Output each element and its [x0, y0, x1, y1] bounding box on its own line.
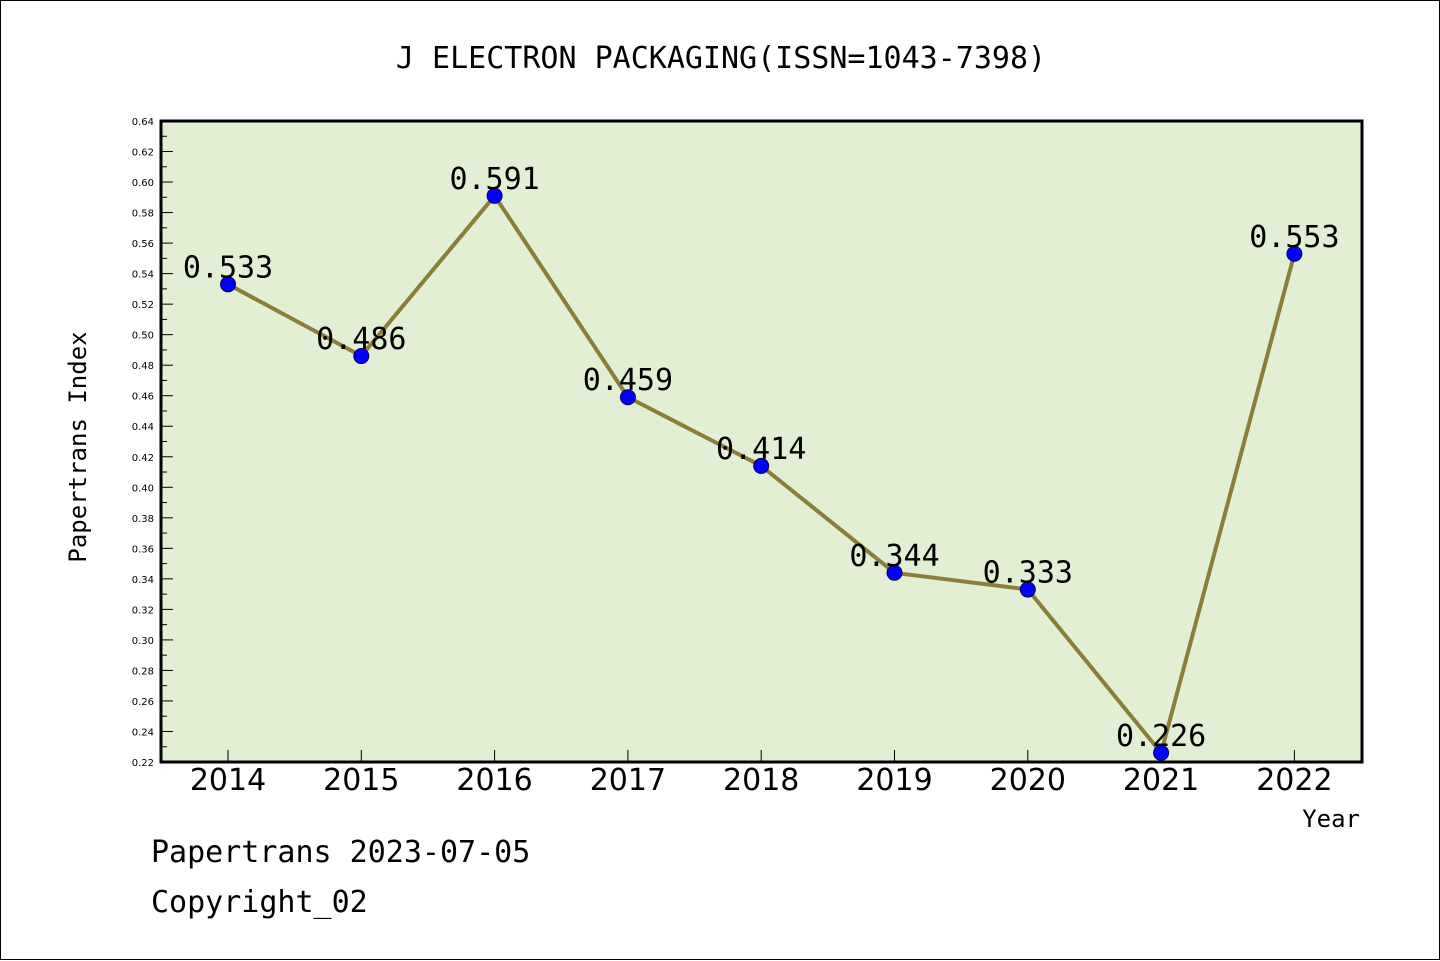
x-tick-label: 2015 — [323, 763, 399, 798]
y-tick-label: 0.52 — [132, 300, 154, 311]
y-tick-label: 0.26 — [132, 697, 154, 708]
x-tick-label: 2017 — [590, 763, 666, 798]
x-tick-label: 2018 — [723, 763, 799, 798]
y-tick-label: 0.44 — [132, 422, 154, 433]
plot-border — [159, 119, 1364, 764]
y-tick-label: 0.38 — [132, 514, 154, 525]
chart-title: J ELECTRON PACKAGING(ISSN=1043-7398) — [396, 41, 1046, 76]
y-tick-label: 0.62 — [132, 148, 154, 159]
y-tick-label: 0.34 — [132, 575, 154, 586]
y-tick-label: 0.28 — [132, 666, 154, 677]
y-tick-label: 0.42 — [132, 453, 154, 464]
series-group: 0.533 0.486 0.591 0.459 0.414 0.344 0.333 0.226… — [183, 162, 1340, 761]
data-label: 0.459 — [583, 363, 673, 398]
y-tick-label: 0.58 — [132, 209, 154, 220]
x-tick-label: 2016 — [456, 763, 532, 798]
data-point — [486, 187, 503, 204]
x-tick-label: 2019 — [856, 763, 932, 798]
data-point — [1153, 744, 1170, 761]
y-axis-ticks: 0.22 0.24 0.26 0.28 0.30 0.32 0.34 0.36 0.38 0.40… — [132, 117, 173, 769]
data-label: 0.333 — [983, 556, 1073, 591]
data-label: 0.553 — [1249, 220, 1339, 255]
data-point — [619, 389, 636, 406]
data-label: 0.226 — [1116, 719, 1206, 754]
y-tick-label: 0.46 — [132, 392, 154, 403]
data-point — [220, 276, 236, 293]
y-tick-label: 0.40 — [132, 483, 154, 494]
footer-date-line: Papertrans 2023-07-05 — [151, 835, 531, 870]
plot-area — [161, 121, 1362, 762]
data-label: 0.414 — [716, 432, 806, 467]
y-tick-label: 0.36 — [132, 544, 154, 555]
data-label: 0.591 — [449, 162, 539, 197]
y-tick-label: 0.24 — [132, 727, 154, 738]
data-point — [1286, 245, 1303, 262]
y-axis-label: Papertrans Index — [64, 331, 92, 562]
x-tick-label: 2020 — [990, 763, 1066, 798]
y-tick-label: 0.32 — [132, 605, 154, 616]
data-point — [753, 457, 770, 474]
y-tick-label: 0.50 — [132, 331, 154, 342]
y-tick-label: 0.56 — [132, 239, 154, 250]
footer-copyright: Copyright_02 — [151, 885, 368, 920]
data-point — [353, 348, 370, 365]
data-label: 0.533 — [183, 250, 273, 285]
y-tick-label: 0.54 — [132, 270, 154, 281]
data-point — [1019, 581, 1036, 598]
x-axis-label: Year — [1302, 805, 1360, 833]
x-tick-label: 2014 — [190, 763, 266, 798]
x-axis-ticks: 2014 2015 2016 2017 2018 2019 2020 2021 2022 — [190, 750, 1333, 798]
y-tick-label: 0.22 — [132, 758, 154, 769]
y-tick-label: 0.48 — [132, 361, 154, 372]
x-tick-label: 2021 — [1123, 763, 1199, 798]
y-tick-label: 0.64 — [132, 117, 154, 128]
data-point — [886, 564, 903, 581]
y-tick-label: 0.30 — [132, 636, 154, 647]
data-label: 0.486 — [316, 322, 406, 357]
x-tick-label: 2022 — [1256, 763, 1332, 798]
y-tick-label: 0.60 — [132, 178, 154, 189]
data-label: 0.344 — [849, 539, 939, 574]
